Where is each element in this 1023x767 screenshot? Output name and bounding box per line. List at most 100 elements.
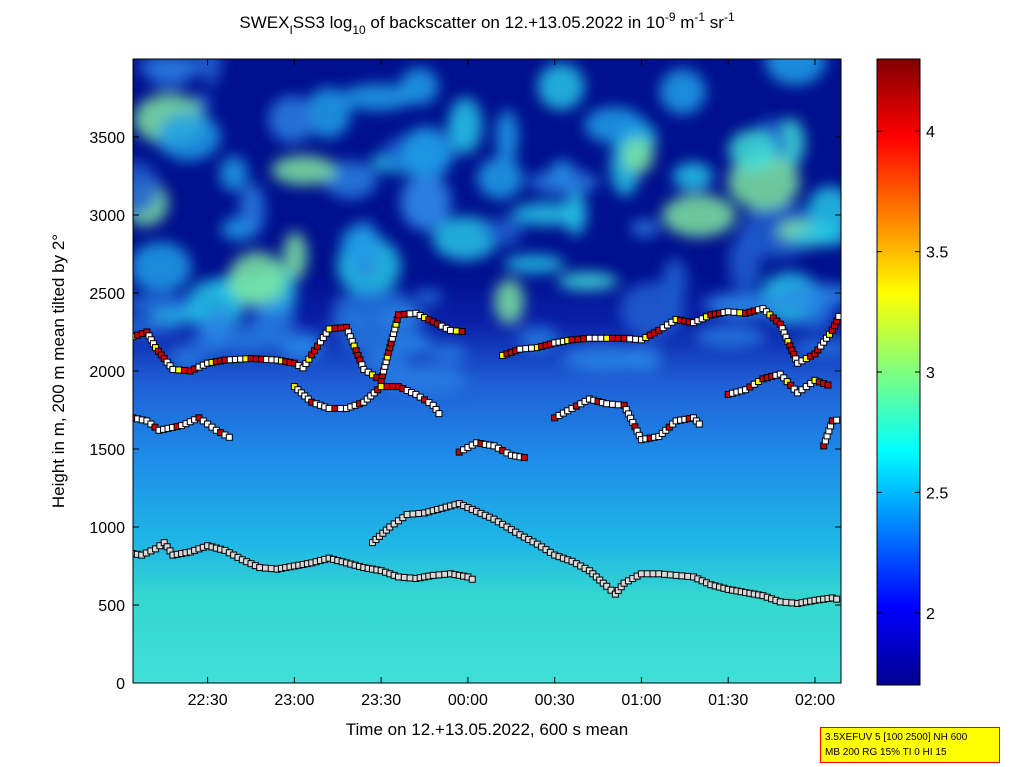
layer-marker xyxy=(585,334,593,342)
y-tick-label: 2500 xyxy=(89,286,125,303)
layer-marker xyxy=(614,334,622,342)
layer-marker xyxy=(609,334,617,342)
plot-area xyxy=(133,59,841,683)
layer-marker xyxy=(632,335,640,343)
aerosol-patch xyxy=(765,59,826,86)
aerosol-patch xyxy=(659,69,706,115)
layer-marker xyxy=(591,334,599,342)
layer-marker xyxy=(833,416,841,424)
layer-marker xyxy=(607,586,615,594)
layer-marker xyxy=(180,366,188,374)
layer-marker xyxy=(377,383,385,391)
y-tick-label: 500 xyxy=(98,598,125,615)
layer-marker xyxy=(331,324,339,332)
aerosol-patch xyxy=(400,173,452,231)
aerosol-patch xyxy=(430,343,466,365)
layer-markers xyxy=(133,305,841,607)
layer-marker xyxy=(603,582,611,590)
aerosol-patches xyxy=(133,59,841,394)
layer-marker xyxy=(833,595,841,603)
layer-marker xyxy=(782,598,790,606)
aerosol-patch xyxy=(798,303,832,330)
aerosol-patch xyxy=(557,272,618,291)
aerosol-patch xyxy=(672,162,714,192)
layer-marker xyxy=(516,345,524,353)
layer-marker xyxy=(441,570,449,578)
aerosol-patch xyxy=(401,126,452,182)
aerosol-patch xyxy=(477,157,524,200)
layer-marker xyxy=(724,308,732,316)
aerosol-patch xyxy=(342,326,431,356)
aerosol-patch xyxy=(622,138,654,174)
layer-marker xyxy=(649,570,657,578)
aerosol-patch xyxy=(156,112,221,161)
aerosol-patch xyxy=(268,95,317,144)
layer-marker xyxy=(580,335,588,343)
aerosol-patch xyxy=(133,294,193,315)
layer-marker xyxy=(643,570,651,578)
aerosol-patch xyxy=(528,170,599,195)
layer-marker xyxy=(403,511,411,519)
layer-marker xyxy=(609,400,617,408)
aerosol-patch xyxy=(695,324,766,348)
aerosol-patch xyxy=(271,155,337,186)
x-tick-label: 02:00 xyxy=(795,692,835,709)
layer-marker xyxy=(409,510,417,518)
layer-marker xyxy=(655,570,663,578)
y-tick-label: 0 xyxy=(116,676,125,693)
layer-marker xyxy=(406,310,414,318)
layer-marker xyxy=(603,334,611,342)
layer-marker xyxy=(824,381,832,389)
aerosol-patch xyxy=(561,344,645,373)
layer-marker xyxy=(661,570,669,578)
aerosol-patch xyxy=(432,216,499,261)
layer-marker xyxy=(684,572,692,580)
layer-marker xyxy=(468,575,476,583)
layer-marker xyxy=(400,310,408,318)
layer-marker xyxy=(435,410,443,418)
layer-marker xyxy=(175,366,183,374)
layer-marker xyxy=(415,509,423,517)
aerosol-patch xyxy=(133,241,192,293)
aerosol-patch xyxy=(661,258,688,304)
layer-marker xyxy=(337,404,345,412)
y-tick-label: 2000 xyxy=(89,364,125,381)
layer-marker xyxy=(620,334,628,342)
chart-title: SWEXISS3 log10 of backscatter on 12.+13.… xyxy=(239,10,735,37)
layer-marker xyxy=(626,335,634,343)
aerosol-patch xyxy=(662,194,736,237)
aerosol-patch xyxy=(728,129,778,171)
aerosol-patch xyxy=(414,289,443,305)
layer-marker xyxy=(256,564,264,572)
layer-marker xyxy=(788,599,796,607)
colorbar-tick-label: 2.5 xyxy=(926,485,948,502)
layer-marker xyxy=(395,311,402,319)
layer-marker xyxy=(331,404,339,412)
colorbar xyxy=(876,58,921,686)
layer-marker xyxy=(325,325,333,333)
y-axis-label: Height in m, 200 m mean tilted by 2° xyxy=(49,234,68,508)
layer-marker xyxy=(400,573,408,581)
aerosol-patch xyxy=(448,97,483,154)
layer-marker xyxy=(776,598,784,606)
layer-marker xyxy=(261,564,269,572)
layer-marker xyxy=(835,312,841,320)
layer-marker xyxy=(678,572,686,580)
layer-marker xyxy=(695,420,703,428)
y-tick-label: 1500 xyxy=(89,442,125,459)
aerosol-patch xyxy=(219,156,248,192)
layer-marker xyxy=(568,336,576,344)
layer-marker xyxy=(383,383,391,391)
colorbar-axis: 2 2.5 3 3.5 4 xyxy=(877,124,948,623)
aerosol-patch xyxy=(483,217,523,246)
aerosol-patch xyxy=(133,161,160,215)
layer-marker xyxy=(672,571,680,579)
layer-marker xyxy=(429,571,437,579)
layer-marker xyxy=(597,334,605,342)
colorbar-tick-label: 2 xyxy=(926,606,935,623)
info-line-1: 3.5XEFUV 5 [100 2500] NH 600 xyxy=(825,732,968,743)
layer-marker xyxy=(603,400,611,408)
aerosol-patch xyxy=(807,186,841,236)
layer-marker xyxy=(452,327,460,335)
aerosol-patch xyxy=(171,346,202,370)
